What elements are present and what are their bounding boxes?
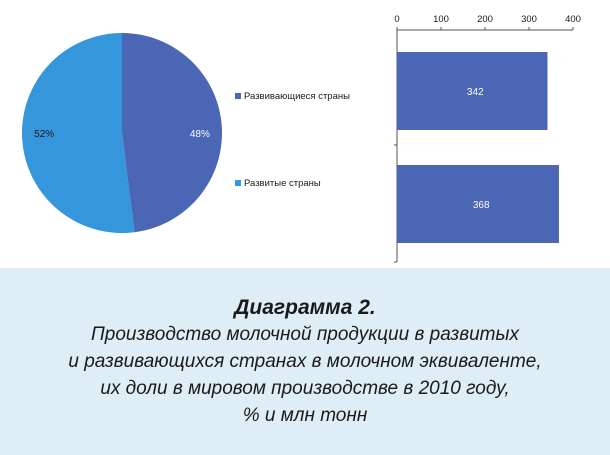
bar xyxy=(397,52,548,130)
pie-slice-label: 48% xyxy=(190,129,210,140)
x-tick-label: 400 xyxy=(565,14,581,25)
bar-chart: 0 100 200 300 400 342 368 xyxy=(394,14,581,263)
x-tick-label: 300 xyxy=(521,14,537,25)
legend-label: Развитые страны xyxy=(244,178,321,189)
caption-line: Производство молочной продукции в развит… xyxy=(90,324,519,345)
caption-line: их доли в мировом производстве в 2010 го… xyxy=(100,378,510,399)
chart-panel: 48% 52% Развивающиеся страны Развитые стра… xyxy=(0,0,610,268)
bar-value-label: 342 xyxy=(467,87,484,98)
pie-chart: 48% 52% xyxy=(22,32,223,233)
legend-swatch xyxy=(235,93,241,99)
pie-legend: Развивающиеся страны Развитые страны xyxy=(235,91,350,189)
chart-figure: 48% 52% Развивающиеся страны Развитые стра… xyxy=(22,14,581,263)
bar xyxy=(397,165,559,243)
legend-label: Развивающиеся страны xyxy=(244,91,350,102)
bar-value-label: 368 xyxy=(473,200,490,211)
caption-line: и развивающихся странах в молочном эквив… xyxy=(68,351,542,372)
caption-title: Диаграмма 2. xyxy=(234,296,376,319)
legend-swatch xyxy=(235,180,241,186)
pie-slice-label: 52% xyxy=(34,129,54,140)
pie-slice xyxy=(122,33,223,233)
x-tick-label: 100 xyxy=(433,14,449,25)
x-tick-label: 200 xyxy=(477,14,493,25)
x-tick-label: 0 xyxy=(394,14,399,25)
caption-line: % и млн тонн xyxy=(242,405,368,426)
figure-caption: Диаграмма 2. Производство молочной проду… xyxy=(0,280,610,429)
pie-slice xyxy=(22,32,135,233)
